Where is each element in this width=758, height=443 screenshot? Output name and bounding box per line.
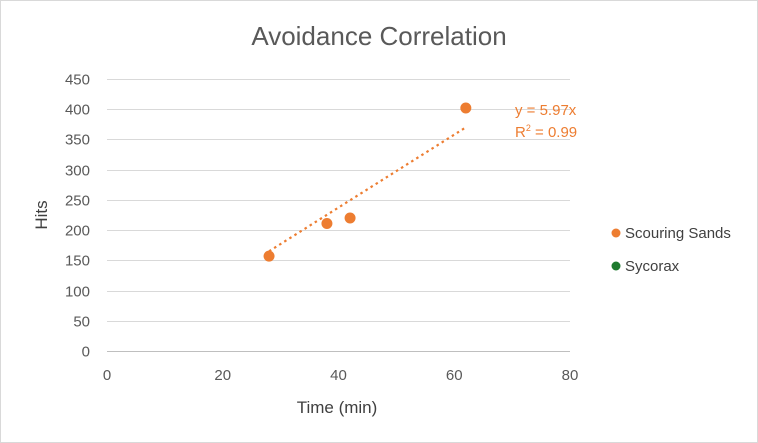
x-tick-20: 20 — [214, 367, 231, 384]
y-tick-50: 50 — [73, 314, 90, 331]
trendline-equation: y = 5.97x — [515, 102, 577, 119]
y-tick-200: 200 — [65, 223, 90, 240]
data-point-scouring-sands-1 — [321, 217, 333, 229]
y-tick-0: 0 — [82, 344, 90, 361]
y-tick-300: 300 — [65, 163, 90, 180]
y-tick-250: 250 — [65, 193, 90, 210]
legend-marker-sycorax — [611, 261, 621, 271]
data-point-scouring-sands-2 — [344, 212, 356, 224]
chart-title: Avoidance Correlation — [251, 21, 506, 51]
legend-label-sycorax: Sycorax — [625, 258, 680, 275]
x-tick-labels: 0 20 40 60 80 — [103, 367, 579, 384]
data-point-scouring-sands-3 — [460, 102, 472, 114]
trendline-r-squared: R2 = 0.99 — [515, 123, 577, 141]
y-tick-150: 150 — [65, 253, 90, 270]
x-axis-title: Time (min) — [297, 398, 378, 417]
x-tick-60: 60 — [446, 367, 463, 384]
legend-item-sycorax[interactable]: Sycorax — [611, 258, 680, 275]
trendline-scouring-sands — [268, 126, 467, 253]
data-points — [263, 102, 472, 262]
y-tick-400: 400 — [65, 102, 90, 119]
y-tick-350: 350 — [65, 132, 90, 149]
x-tick-80: 80 — [562, 367, 579, 384]
x-tick-0: 0 — [103, 367, 111, 384]
trendlines — [268, 126, 467, 253]
gridlines — [107, 79, 570, 322]
y-axis-title: Hits — [32, 200, 51, 229]
r-squared-superscript: 2 — [526, 123, 531, 133]
y-tick-450: 450 — [65, 72, 90, 89]
data-point-scouring-sands-0 — [263, 250, 275, 262]
legend-marker-scouring-sands — [611, 228, 621, 238]
r-squared-value: = 0.99 — [531, 124, 577, 141]
y-tick-labels: 0 50 100 150 200 250 300 350 400 450 — [65, 72, 90, 361]
x-tick-40: 40 — [330, 367, 347, 384]
legend-label-scouring-sands: Scouring Sands — [625, 225, 731, 242]
legend: Scouring Sands Sycorax — [611, 225, 731, 275]
y-tick-100: 100 — [65, 284, 90, 301]
trendline-label: y = 5.97x R2 = 0.99 — [515, 102, 577, 141]
r-squared-symbol: R — [515, 124, 526, 141]
legend-item-scouring-sands[interactable]: Scouring Sands — [611, 225, 731, 242]
